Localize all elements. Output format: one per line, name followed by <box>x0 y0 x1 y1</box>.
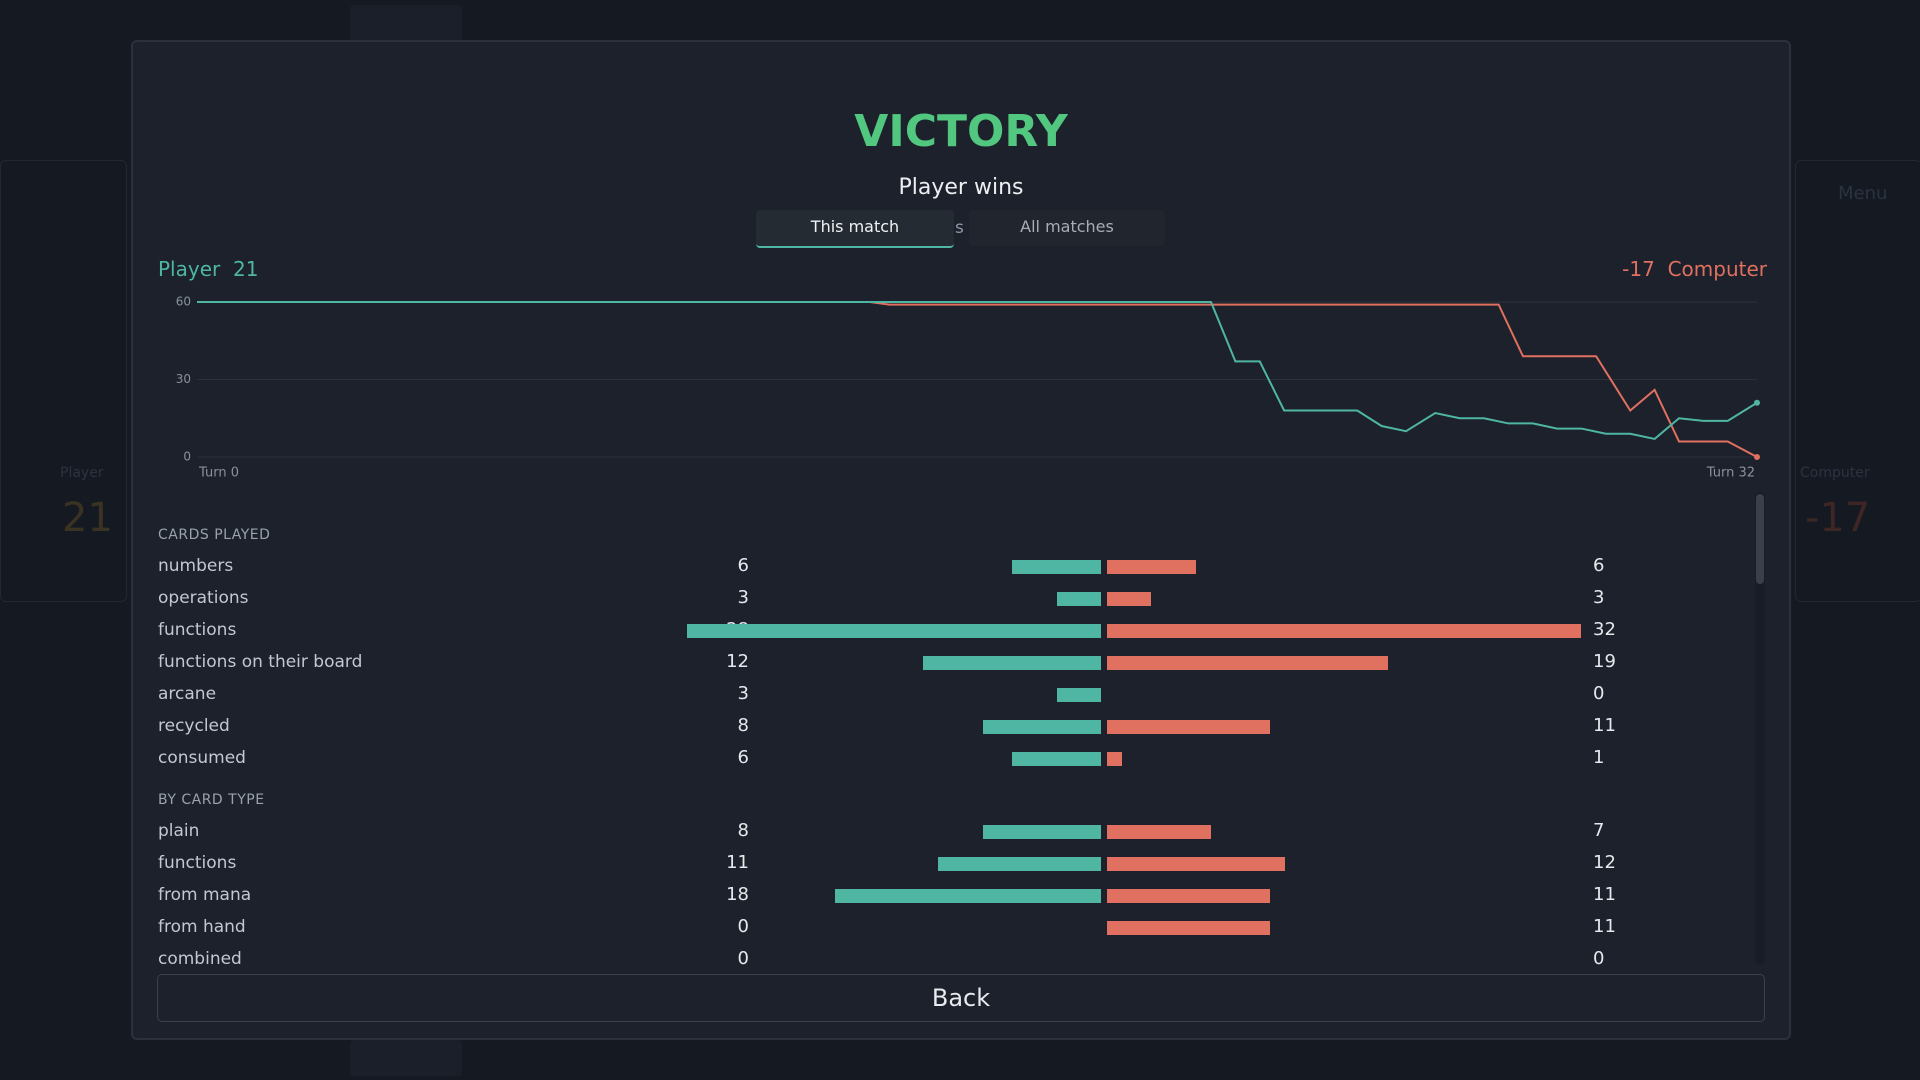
computer-count: 19 <box>1593 651 1616 672</box>
row-label: numbers <box>158 556 234 576</box>
row-label: plain <box>158 821 200 841</box>
scrollbar-thumb[interactable] <box>1756 494 1764 584</box>
x-tick-label: Turn 0 <box>198 466 239 481</box>
player-name: Player <box>158 257 221 281</box>
row-label: recycled <box>158 716 230 736</box>
end-point <box>1754 399 1760 406</box>
computer-count: 3 <box>1593 587 1605 608</box>
player-count: 8 <box>737 715 749 736</box>
bg-score: 21 <box>62 495 113 541</box>
row-label: combined <box>158 949 242 968</box>
bg-panel <box>0 160 127 602</box>
computer-count: 6 <box>1593 555 1605 576</box>
player-bar <box>1012 560 1101 574</box>
player-count: 3 <box>737 587 749 608</box>
bg-menu: Menu <box>1838 183 1888 204</box>
computer-count: 0 <box>1593 948 1605 968</box>
player-count: 0 <box>737 916 749 937</box>
subtitle: Player wins <box>898 175 1024 200</box>
player-bar <box>1056 688 1101 702</box>
computer-count: 1 <box>1593 747 1605 768</box>
end-point <box>1754 454 1760 460</box>
computer-bar <box>1107 592 1152 606</box>
computer-bar <box>1107 889 1270 903</box>
bg-panel <box>350 5 462 41</box>
x-tick-label: Turn 32 <box>1706 466 1755 481</box>
computer-bar <box>1107 624 1581 638</box>
row-label: operations <box>158 588 249 608</box>
computer-count: 0 <box>1593 683 1605 704</box>
results-dialog: VICTORY Player wins 32 turns · 21:01 Thi… <box>131 40 1791 1040</box>
player-bar <box>834 889 1101 903</box>
computer-count: 7 <box>1593 820 1605 841</box>
y-tick-label: 60 <box>176 295 191 309</box>
player-count: 6 <box>737 555 749 576</box>
computer-bar <box>1107 560 1196 574</box>
computer-bar <box>1107 857 1285 871</box>
player-count: 6 <box>737 747 749 768</box>
bg-score: -17 <box>1805 495 1871 541</box>
row-label: arcane <box>158 684 217 704</box>
computer-count: 32 <box>1593 619 1616 640</box>
row-label: functions on their board <box>158 652 363 672</box>
player-count: 8 <box>737 820 749 841</box>
computer-count: 11 <box>1593 715 1616 736</box>
computer-count: 11 <box>1593 884 1616 905</box>
bg-panel <box>350 1040 462 1076</box>
computer-value: -17 <box>1622 257 1655 281</box>
computer-score: -17 Computer <box>1622 257 1767 281</box>
player-bar <box>982 825 1101 839</box>
tab[interactable]: All matches <box>969 210 1165 246</box>
computer-bar <box>1107 720 1270 734</box>
health-chart: 0 30 60 Turn 0 Turn 32 <box>176 295 1760 481</box>
row-label: functions <box>158 620 237 640</box>
line-series <box>197 301 1758 458</box>
computer-bar <box>1107 656 1389 670</box>
player-bar <box>1012 752 1101 766</box>
bg-label: Computer <box>1800 465 1870 481</box>
player-value: 21 <box>232 257 259 281</box>
y-tick-label: 30 <box>176 372 191 386</box>
player-count: 3 <box>737 683 749 704</box>
section-title: CARDS PLAYED <box>158 527 271 543</box>
player-count: 18 <box>726 884 749 905</box>
tab[interactable]: This match <box>756 210 954 248</box>
player-score: Player 21 <box>158 257 258 281</box>
stats-list: CARDS PLAYED numbers 6 6 operations 3 3 functio… <box>133 492 1753 968</box>
computer-name: Computer <box>1667 257 1767 281</box>
player-bar <box>938 857 1101 871</box>
row-label: from mana <box>158 885 252 905</box>
row-label: consumed <box>158 748 246 768</box>
row-label: from hand <box>158 917 246 937</box>
section-title: BY CARD TYPE <box>158 792 265 808</box>
back-button[interactable]: Back <box>157 974 1765 1022</box>
computer-count: 12 <box>1593 852 1616 873</box>
scrollbar-track <box>1755 492 1765 964</box>
bg-panel <box>1795 160 1920 602</box>
bg-label: Player <box>60 465 104 481</box>
computer-bar <box>1107 825 1211 839</box>
player-count: 0 <box>737 948 749 968</box>
computer-bar <box>1107 921 1270 935</box>
computer-count: 11 <box>1593 916 1616 937</box>
row-label: functions <box>158 853 237 873</box>
player-bar <box>982 720 1101 734</box>
player-bar <box>923 656 1101 670</box>
computer-bar <box>1107 752 1122 766</box>
player-bar <box>686 624 1101 638</box>
player-bar <box>1056 592 1101 606</box>
title: VICTORY <box>854 106 1068 157</box>
player-count: 11 <box>726 852 749 873</box>
y-tick-label: 0 <box>183 450 191 464</box>
line-series <box>197 301 1758 440</box>
player-count: 12 <box>726 651 749 672</box>
